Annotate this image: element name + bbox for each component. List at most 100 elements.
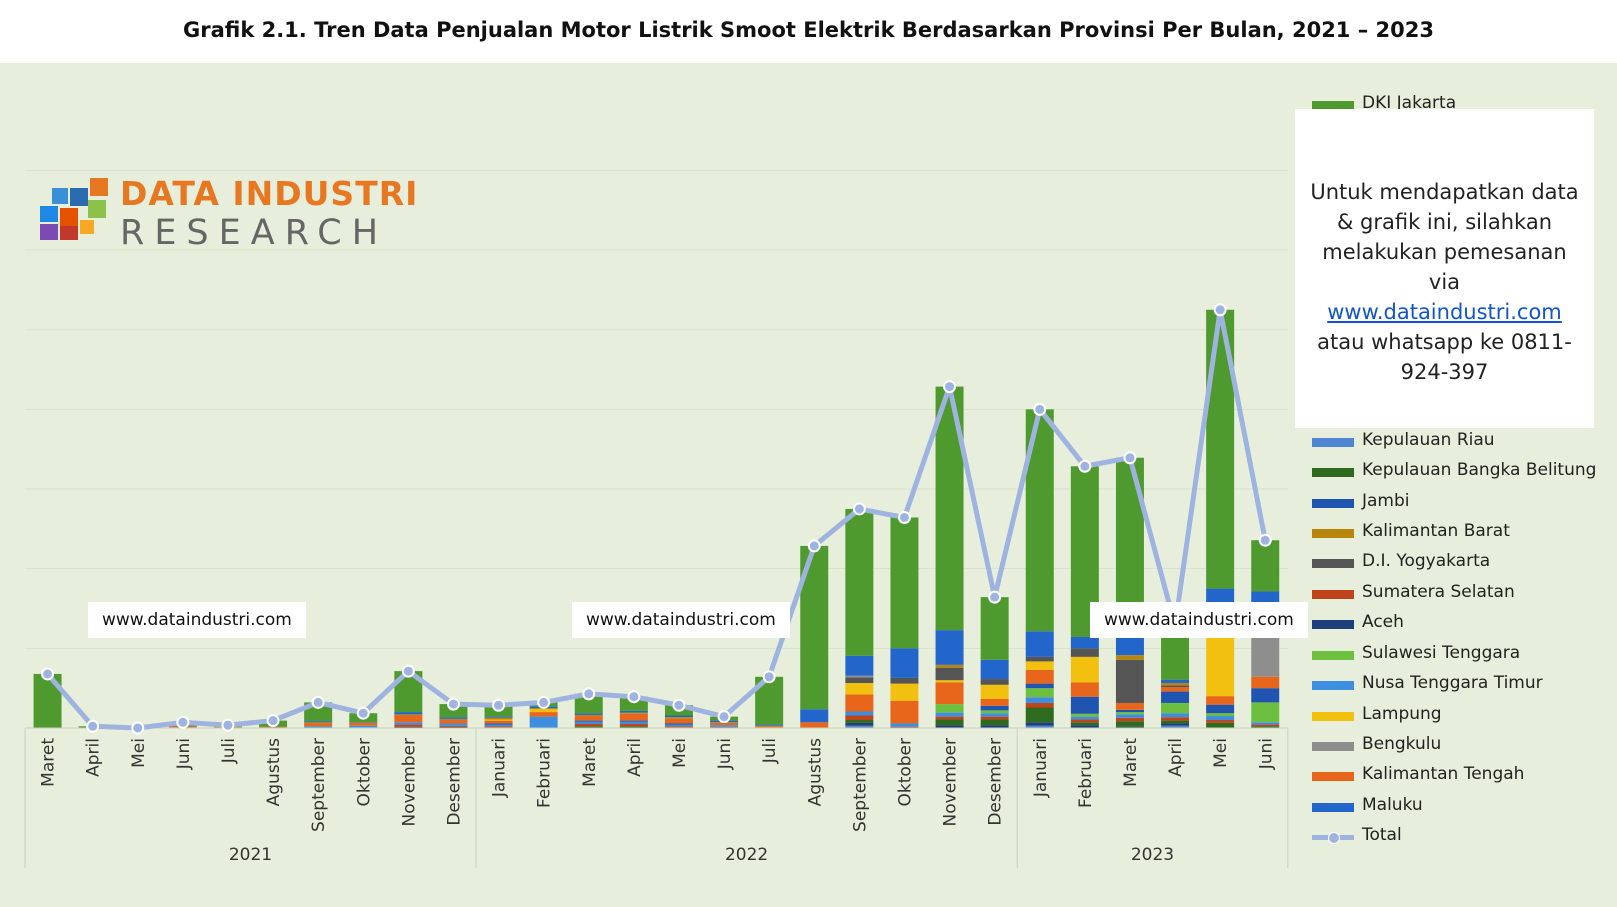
bar-segment	[1115, 712, 1144, 715]
bar-segment	[1115, 636, 1144, 656]
bar-segment	[755, 726, 784, 728]
bar-segment	[980, 719, 1009, 726]
x-tick-label: Mei	[670, 738, 690, 768]
year-label: 2022	[725, 845, 768, 865]
x-tick-label: April	[625, 738, 645, 777]
total-point	[537, 695, 551, 709]
bar-segment	[1115, 726, 1144, 728]
bar-segment	[845, 655, 874, 676]
bar-segment	[1070, 719, 1099, 723]
bar-segment	[1070, 725, 1099, 728]
promo-link[interactable]: www.dataindustri.com	[1327, 300, 1562, 324]
bar-segment	[574, 716, 603, 721]
bar-segment	[484, 720, 513, 724]
bar-segment	[664, 726, 693, 728]
total-point	[311, 695, 325, 709]
legend-label: Sulawesi Tenggara	[1362, 643, 1521, 663]
bar-segment	[1115, 717, 1144, 722]
bar-segment	[1070, 656, 1099, 683]
legend-swatch	[1312, 620, 1354, 629]
total-point	[1213, 303, 1227, 317]
total-point	[401, 664, 415, 678]
bar-segment	[1115, 709, 1144, 713]
bar-segment	[845, 725, 874, 728]
bar-segment	[1206, 716, 1235, 721]
legend-label: Maluku	[1362, 795, 1423, 815]
bar-segment	[1251, 724, 1280, 727]
bar-segment	[619, 726, 648, 728]
bar-segment	[394, 714, 423, 716]
bar-segment	[1115, 714, 1144, 718]
bar-segment	[484, 724, 513, 727]
bar-segment	[755, 725, 784, 727]
bar-segment	[394, 712, 423, 715]
bar-segment	[259, 726, 288, 728]
x-tick-label: Februari	[535, 738, 555, 808]
legend-swatch	[1312, 832, 1354, 844]
bar-segment	[1206, 696, 1235, 705]
bar-segment	[439, 704, 468, 718]
bar-segment	[574, 724, 603, 727]
bar-segment	[980, 716, 1009, 720]
bar-segment	[1115, 702, 1144, 710]
bar-segment	[394, 724, 423, 727]
bar-segment	[845, 694, 874, 712]
legend-swatch	[1312, 681, 1354, 690]
bar-segment	[1161, 687, 1190, 692]
bar-segment	[800, 709, 829, 723]
total-point	[356, 706, 370, 720]
bar-segment	[1251, 722, 1280, 725]
bar-segment	[439, 717, 468, 719]
total-point	[807, 539, 821, 553]
bar-segment	[349, 722, 378, 726]
bar-segment	[1206, 713, 1235, 717]
bar-segment	[980, 597, 1009, 660]
total-point	[943, 380, 957, 394]
legend-swatch	[1312, 499, 1354, 508]
legend-label: DKI Jakarta	[1362, 93, 1457, 113]
bar-segment	[439, 725, 468, 727]
bar-segment	[1161, 679, 1190, 684]
bar-segment	[484, 723, 513, 725]
bar-segment	[1070, 682, 1099, 697]
x-axis: Maret April Mei Juni Juli Agustus September Okt…	[24, 727, 1289, 868]
bar-segment	[484, 726, 513, 728]
bar-segment	[484, 717, 513, 720]
bar-segment	[890, 723, 919, 727]
bar-segment	[890, 648, 919, 678]
bar-segment	[935, 712, 964, 717]
x-tick-label: Juli	[219, 738, 239, 764]
bar-segment	[304, 726, 333, 728]
bar-segment	[619, 721, 648, 725]
bar-segment	[980, 659, 1009, 680]
legend-label: Kepulauan Riau	[1362, 430, 1495, 450]
bar-segment	[619, 720, 648, 722]
x-tick-label: Agustus	[264, 738, 284, 806]
total-point	[492, 698, 506, 712]
bar-segment	[980, 710, 1009, 714]
x-tick-label: Juni	[1256, 738, 1276, 770]
total-point	[176, 715, 190, 729]
bar-segment	[980, 684, 1009, 699]
bar-segment	[439, 726, 468, 728]
legend-label: Nusa Tenggara Timur	[1362, 673, 1543, 693]
x-tick-label: April	[1166, 738, 1186, 777]
bar-segment	[304, 722, 333, 724]
bar-segment	[935, 682, 964, 705]
legend-label: D.I. Yogyakarta	[1362, 551, 1491, 571]
x-tick-label: April	[84, 738, 104, 777]
bar-segment	[890, 517, 919, 649]
bar-segment	[619, 710, 648, 713]
bar-segment	[845, 720, 874, 723]
x-tick-label: Maret	[39, 738, 59, 787]
x-tick-label: Agustus	[805, 738, 825, 806]
x-tick-label: Juni	[715, 738, 735, 770]
plot-svg: Maret April Mei Juni Juli Agustus September Okt…	[24, 169, 1289, 868]
bar-segment	[1206, 704, 1235, 714]
bar-segment	[529, 709, 558, 713]
total-point	[266, 714, 280, 728]
bar-segment	[304, 723, 333, 727]
bar-segment	[1115, 721, 1144, 727]
bar-segment	[935, 667, 964, 681]
bar-segment	[619, 713, 648, 721]
